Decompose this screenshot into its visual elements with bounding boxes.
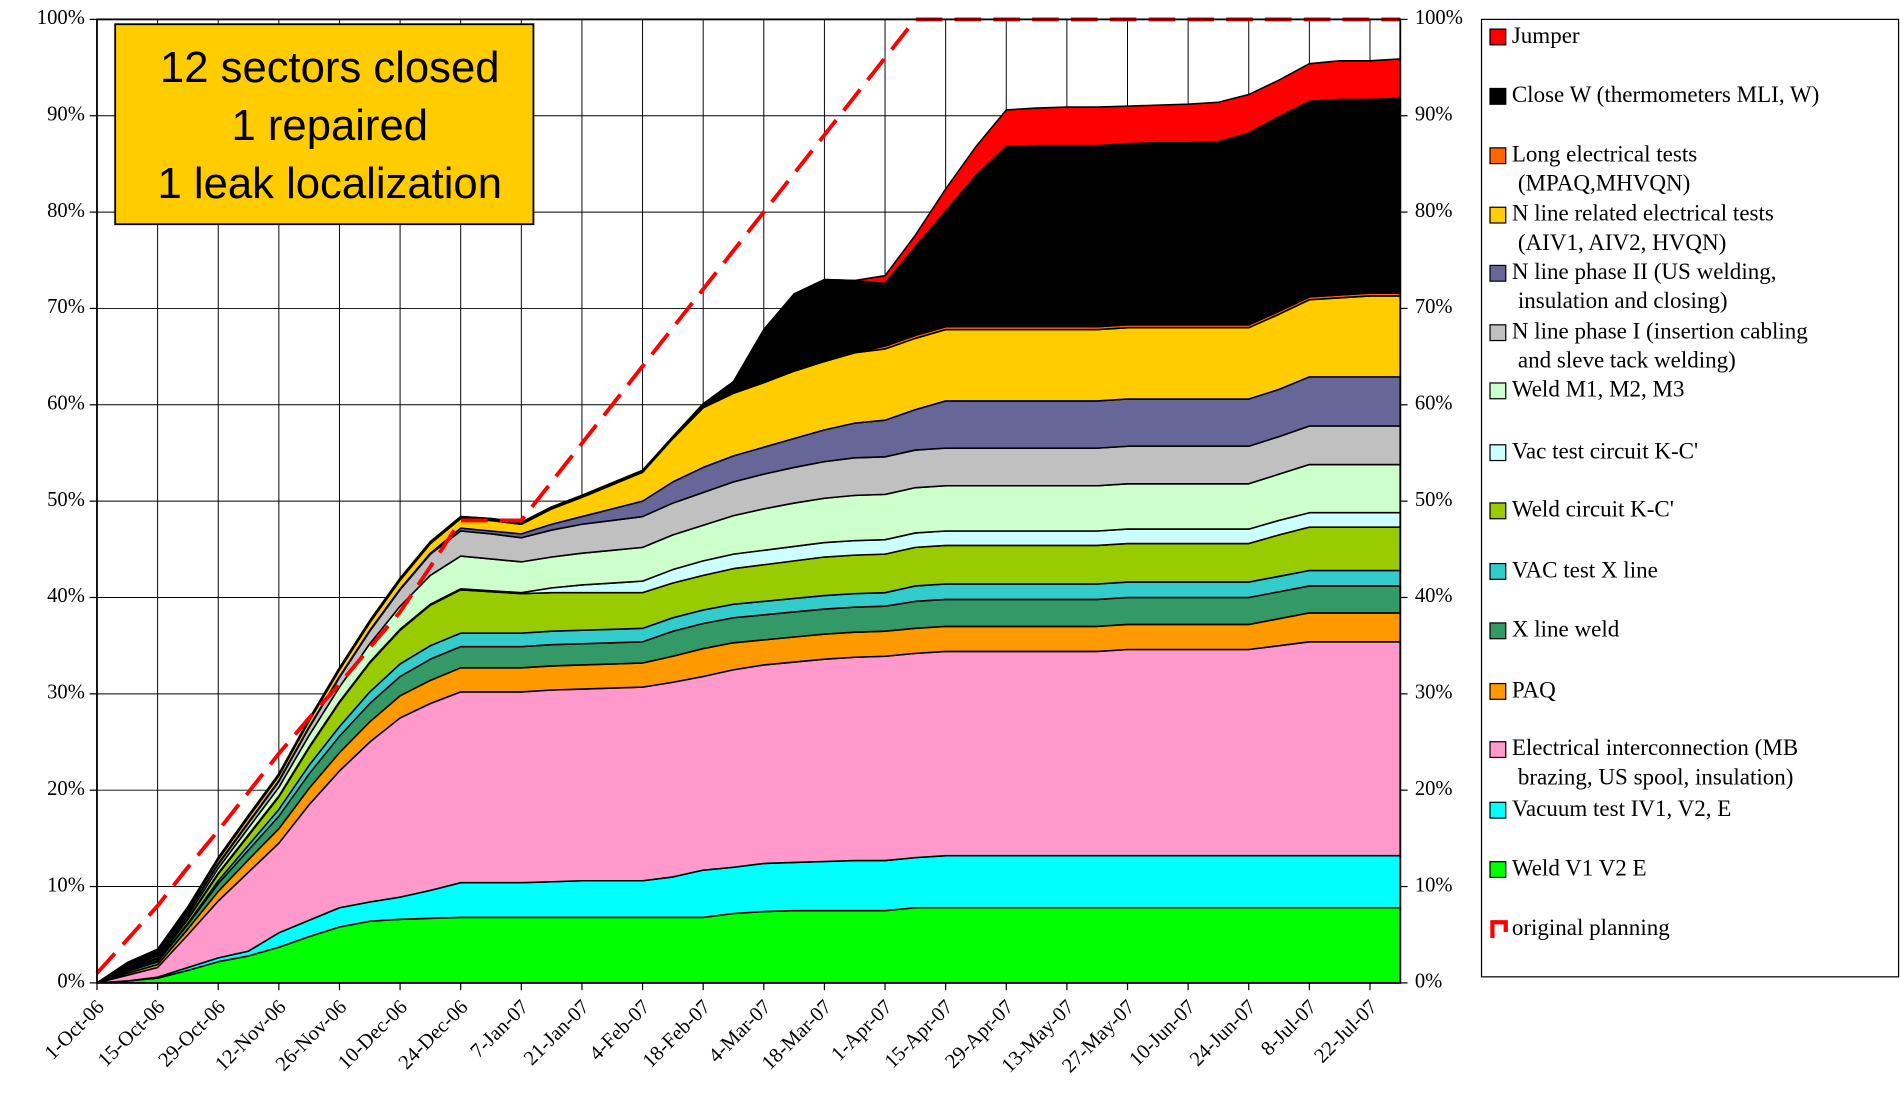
y2-tick-label: 70% <box>1415 296 1453 318</box>
y-tick-label: 90% <box>47 103 85 125</box>
legend-swatch <box>1489 28 1507 46</box>
y-tick-label: 40% <box>47 585 85 607</box>
x-tick-label: 22-Jul-07 <box>1310 996 1381 1067</box>
planning-line <box>95 17 1401 975</box>
legend-label: Electrical interconnection (MB brazing, U… <box>1512 734 1798 789</box>
y-tick-label: 0% <box>57 971 84 993</box>
legend-swatch <box>1489 382 1507 400</box>
legend-swatch <box>1489 622 1507 640</box>
legend-label: original planning <box>1512 914 1670 940</box>
legend-label: Weld circuit K-C' <box>1512 496 1674 522</box>
y-tick-label: 30% <box>47 682 85 704</box>
y2-tick-label: 30% <box>1415 682 1453 704</box>
legend-label: Jumper <box>1512 22 1580 48</box>
y2-tick-label: 50% <box>1415 489 1453 511</box>
legend-box <box>1480 18 1900 978</box>
legend-swatch <box>1489 682 1507 700</box>
annotation-box <box>114 23 535 226</box>
legend-swatch <box>1489 206 1507 224</box>
y-tick-label: 20% <box>47 778 85 800</box>
legend-label: X line weld <box>1512 616 1620 642</box>
annotation-line: 1 leak localization <box>158 160 502 208</box>
legend-label: VAC test X line <box>1512 556 1658 582</box>
y2-tick-label: 0% <box>1415 971 1442 993</box>
y-tick-label: 70% <box>47 296 85 318</box>
legend-swatch <box>1489 264 1507 282</box>
legend-label: Weld V1 V2 E <box>1512 854 1647 880</box>
y2-tick-label: 60% <box>1415 393 1453 415</box>
legend-swatch <box>1489 861 1507 879</box>
y2-tick-label: 20% <box>1415 778 1453 800</box>
legend-swatch <box>1489 801 1507 819</box>
legend-label: Vac test circuit K-C' <box>1512 438 1698 464</box>
y2-tick-label: 90% <box>1415 103 1453 125</box>
legend-swatch <box>1489 147 1507 165</box>
legend-swatch <box>1489 502 1507 520</box>
legend-swatch <box>1489 562 1507 580</box>
legend-label: Weld M1, M2, M3 <box>1512 376 1685 402</box>
legend-label: N line phase I (insertion cabling and sle… <box>1512 318 1808 373</box>
y-tick-label: 60% <box>47 393 85 415</box>
legend-swatch <box>1489 87 1507 105</box>
legend-label: N line related electrical tests (AIV1, AI… <box>1512 200 1774 255</box>
y2-tick-label: 10% <box>1415 874 1453 896</box>
x-tick-label: 24-Jun-07 <box>1186 996 1261 1071</box>
annotation-line: 1 repaired <box>232 102 428 150</box>
y-tick-label: 80% <box>47 200 85 222</box>
x-tick-label: 21-Jan-07 <box>520 996 594 1070</box>
legend-label: N line phase II (US welding, insulation a… <box>1512 258 1777 313</box>
y-tick-label: 10% <box>47 874 85 896</box>
legend-swatch <box>1489 324 1507 342</box>
legend-label: Vacuum test IV1, V2, E <box>1512 795 1732 821</box>
y-tick-label: 100% <box>37 7 85 29</box>
legend-label: PAQ <box>1512 676 1556 702</box>
annotation-line: 12 sectors closed <box>160 44 500 92</box>
legend-label: Long electrical tests (MPAQ,MHVQN) <box>1512 141 1697 196</box>
legend-swatch <box>1489 741 1507 759</box>
y2-tick-label: 80% <box>1415 200 1453 222</box>
y-tick-label: 50% <box>47 489 85 511</box>
legend-swatch <box>1489 444 1507 462</box>
y2-tick-label: 100% <box>1415 7 1463 29</box>
legend-label: Close W (thermometers MLI, W) <box>1512 81 1820 107</box>
legend-swatch <box>1490 920 1508 939</box>
y2-tick-label: 40% <box>1415 585 1453 607</box>
